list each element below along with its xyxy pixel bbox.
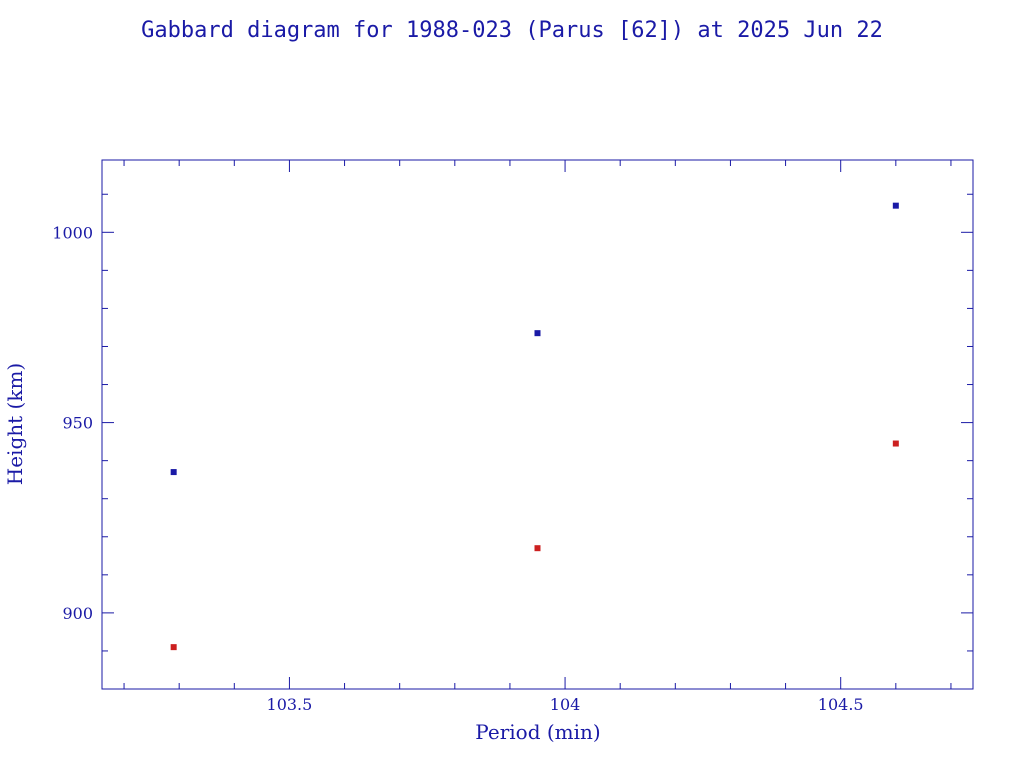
y-tick-label: 900 — [62, 604, 93, 623]
y-tick-label: 1000 — [52, 223, 93, 242]
perigee-point — [892, 440, 899, 447]
x-tick-label: 104.5 — [818, 695, 864, 714]
plot-frame — [101, 159, 974, 690]
data-points — [170, 202, 899, 651]
apogee-point — [170, 469, 177, 476]
apogee-point — [892, 202, 899, 209]
chart-title: Gabbard diagram for 1988-023 (Parus [62]… — [141, 18, 883, 43]
y-axis-label: Height (km) — [3, 363, 27, 485]
y-tick-label: 950 — [62, 414, 93, 433]
apogee-point — [534, 330, 541, 337]
perigee-point — [170, 644, 177, 651]
perigee-point — [534, 545, 541, 552]
axis-ticks — [102, 160, 973, 690]
x-axis-label: Period (min) — [475, 720, 600, 744]
x-tick-label: 103.5 — [267, 695, 313, 714]
tick-labels: 103.5 104 104.5 900 950 1000 — [52, 223, 863, 714]
x-tick-label: 104 — [550, 695, 581, 714]
